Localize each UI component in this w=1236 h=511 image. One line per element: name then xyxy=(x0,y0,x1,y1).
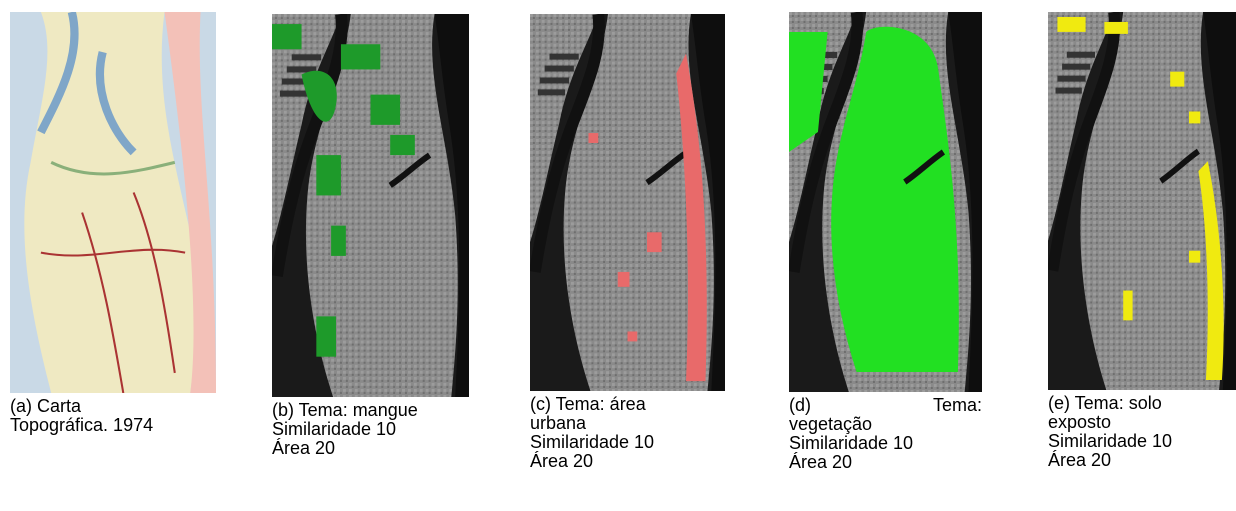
caption-line: Similaridade 10 xyxy=(272,420,469,439)
caption-line: Similaridade 10 xyxy=(789,434,982,453)
caption-line: exposto xyxy=(1048,413,1236,432)
classified-image xyxy=(789,12,982,392)
caption: (b) Tema: mangue Similaridade 10 Área 20 xyxy=(272,401,469,458)
caption-line: Área 20 xyxy=(1048,451,1236,470)
caption-line: vegetação xyxy=(789,415,982,434)
caption-line: (e) Tema: solo xyxy=(1048,394,1236,413)
classified-image xyxy=(1048,12,1236,390)
caption-line: urbana xyxy=(530,414,725,433)
caption: (c) Tema: área urbana Similaridade 10 Ár… xyxy=(530,395,725,471)
caption: (a) Carta Topográfica. 1974 xyxy=(10,397,216,435)
caption-line: Área 20 xyxy=(272,439,469,458)
caption-line: (a) Carta xyxy=(10,397,216,416)
caption-line: (b) Tema: mangue xyxy=(272,401,469,420)
caption-line: (d) Tema: xyxy=(789,396,982,415)
panel-e: (e) Tema: solo exposto Similaridade 10 Á… xyxy=(1048,12,1236,470)
caption-line: Área 20 xyxy=(789,453,982,472)
caption-line: Área 20 xyxy=(530,452,725,471)
caption-line: Similaridade 10 xyxy=(530,433,725,452)
panel-b: (b) Tema: mangue Similaridade 10 Área 20 xyxy=(272,14,469,458)
caption: (d) Tema: vegetação Similaridade 10 Área… xyxy=(789,396,982,472)
panel-a: (a) Carta Topográfica. 1974 xyxy=(10,12,216,435)
panel-c: (c) Tema: área urbana Similaridade 10 Ár… xyxy=(530,14,725,471)
panel-d: (d) Tema: vegetação Similaridade 10 Área… xyxy=(789,12,982,472)
caption-line: (c) Tema: área xyxy=(530,395,725,414)
topographic-map xyxy=(10,12,216,393)
caption: (e) Tema: solo exposto Similaridade 10 Á… xyxy=(1048,394,1236,470)
caption-line: Topográfica. 1974 xyxy=(10,416,216,435)
caption-line: Similaridade 10 xyxy=(1048,432,1236,451)
classified-image xyxy=(272,14,469,397)
figure: (a) Carta Topográfica. 1974 (b) Tema: ma… xyxy=(0,0,1236,511)
classified-image xyxy=(530,14,725,391)
